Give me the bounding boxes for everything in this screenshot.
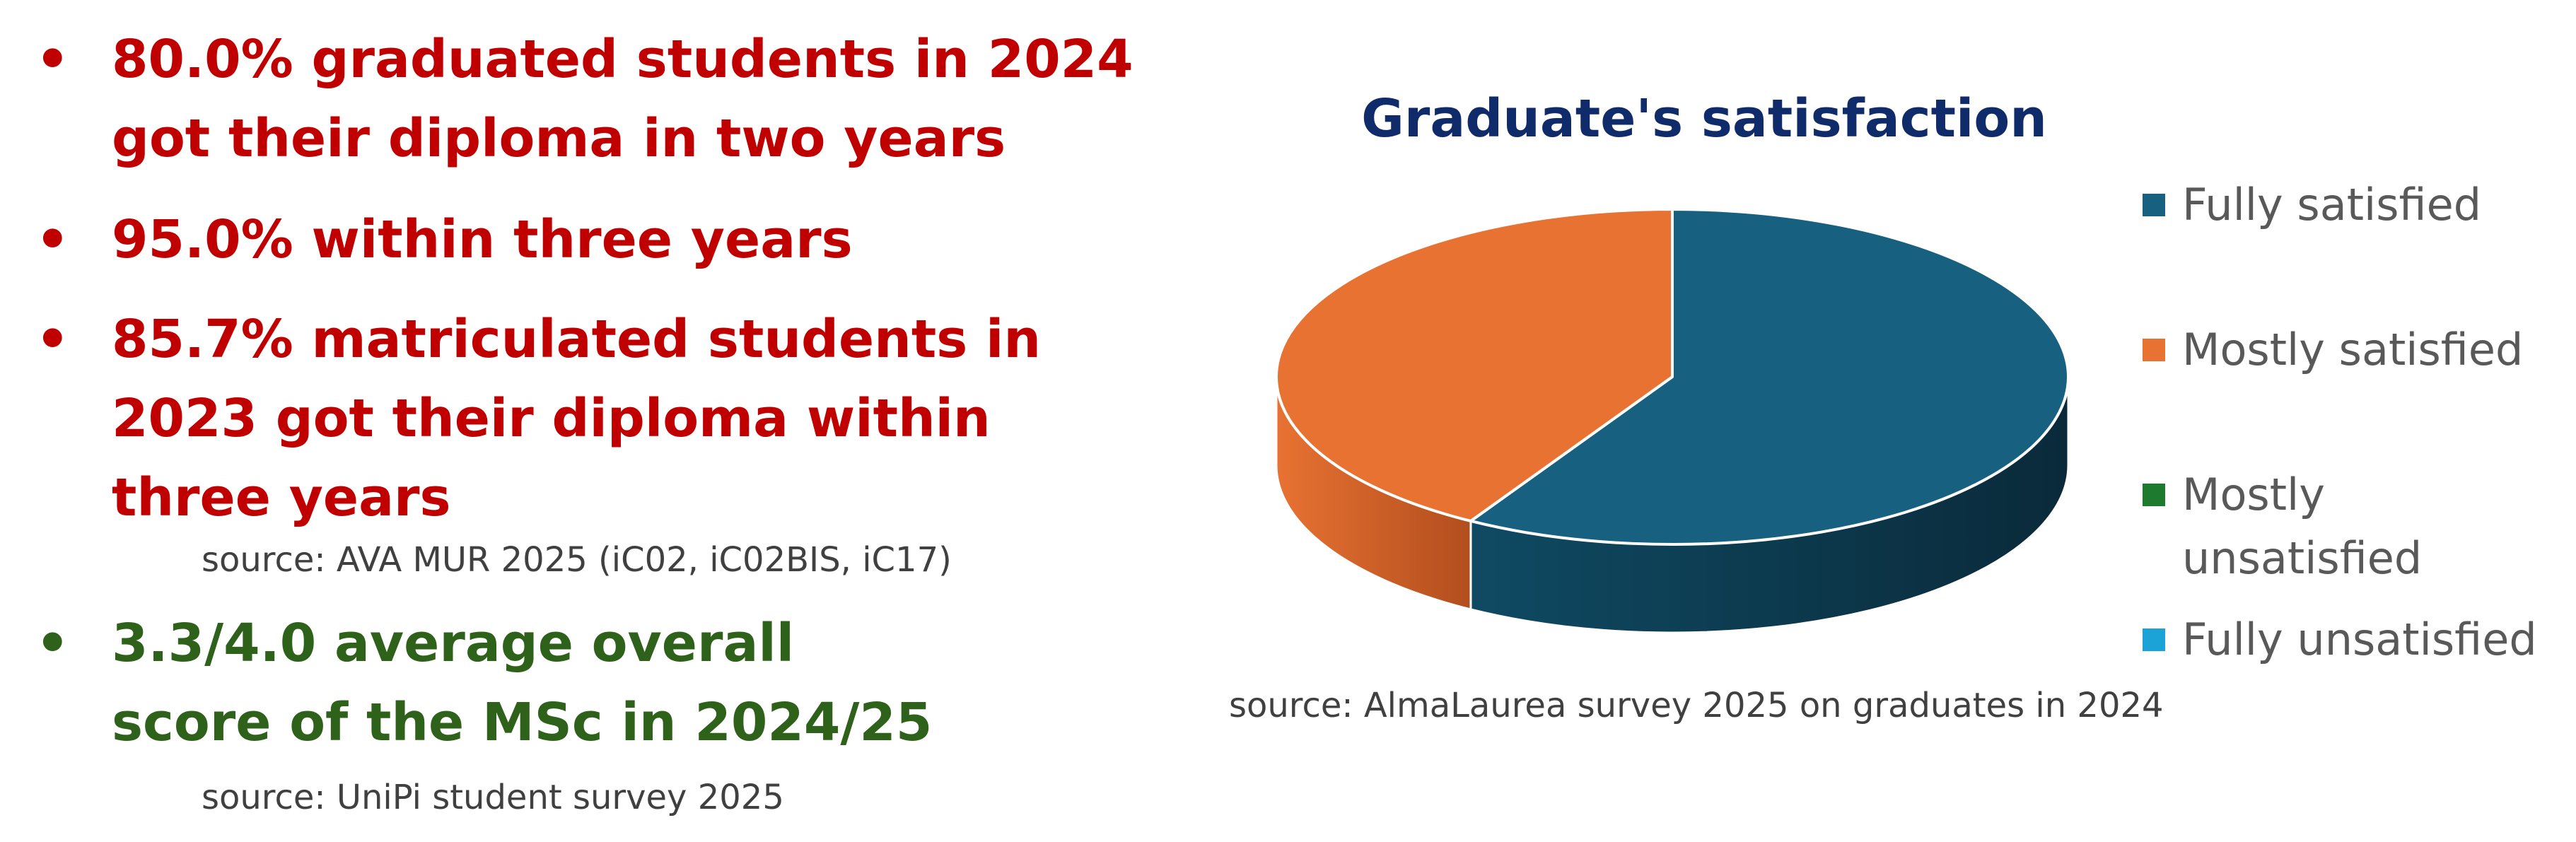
bullet-text: 3.3/4.0 average overall score of the MSc… (112, 604, 932, 762)
bullet-line: three years (112, 467, 451, 528)
bullet-line: score of the MSc in 2024/25 (112, 692, 933, 753)
legend-label-line: unsatisfied (2182, 532, 2423, 584)
chart-title: Graduate's satisfaction (1361, 88, 2047, 149)
pie-slice-fully-satisfied (1469, 208, 2070, 546)
legend-label: Fully unsatisfied (2182, 614, 2537, 665)
bullet-line: 80.0% graduated students in 2024 (112, 29, 1133, 90)
pie-slice-mostly-satisfied (1275, 208, 1674, 522)
bullet-dot: • (35, 308, 70, 370)
bullet-line: 2023 got their diploma within (112, 388, 991, 449)
bullet-line: 85.7% matriculated students in (112, 309, 1042, 370)
bullet-text: 95.0% within three years (112, 200, 853, 279)
bullet-dot: • (35, 208, 70, 271)
bullet-line: 95.0% within three years (112, 209, 853, 270)
legend-label: Mostly satisfied (2182, 324, 2524, 375)
bullet-dot: • (35, 612, 70, 674)
bullet-dot: • (35, 28, 70, 90)
chart-source: source: AlmaLaurea survey 2025 on gradua… (1229, 686, 2164, 725)
bullet-line: got their diploma in two years (112, 108, 1006, 169)
legend-swatch (2143, 339, 2165, 361)
legend-swatch (2143, 194, 2165, 216)
legend-label: Mostly unsatisfied (2182, 463, 2422, 590)
bullet-list: • 80.0% graduated students in 2024 got t… (0, 0, 1160, 842)
legend-label-line: Mostly (2182, 469, 2325, 520)
bullet-text: 85.7% matriculated students in 2023 got … (112, 300, 1041, 537)
legend-swatch (2143, 484, 2165, 506)
source-unipi: source: UniPi student survey 2025 (202, 778, 784, 817)
legend-label: Fully satisfied (2182, 179, 2482, 230)
legend-swatch (2143, 628, 2165, 651)
bullet-line: 3.3/4.0 average overall (112, 613, 795, 674)
bullet-text: 80.0% graduated students in 2024 got the… (112, 20, 1133, 178)
source-mur: source: AVA MUR 2025 (iC02, iC02BIS, iC1… (202, 540, 952, 580)
